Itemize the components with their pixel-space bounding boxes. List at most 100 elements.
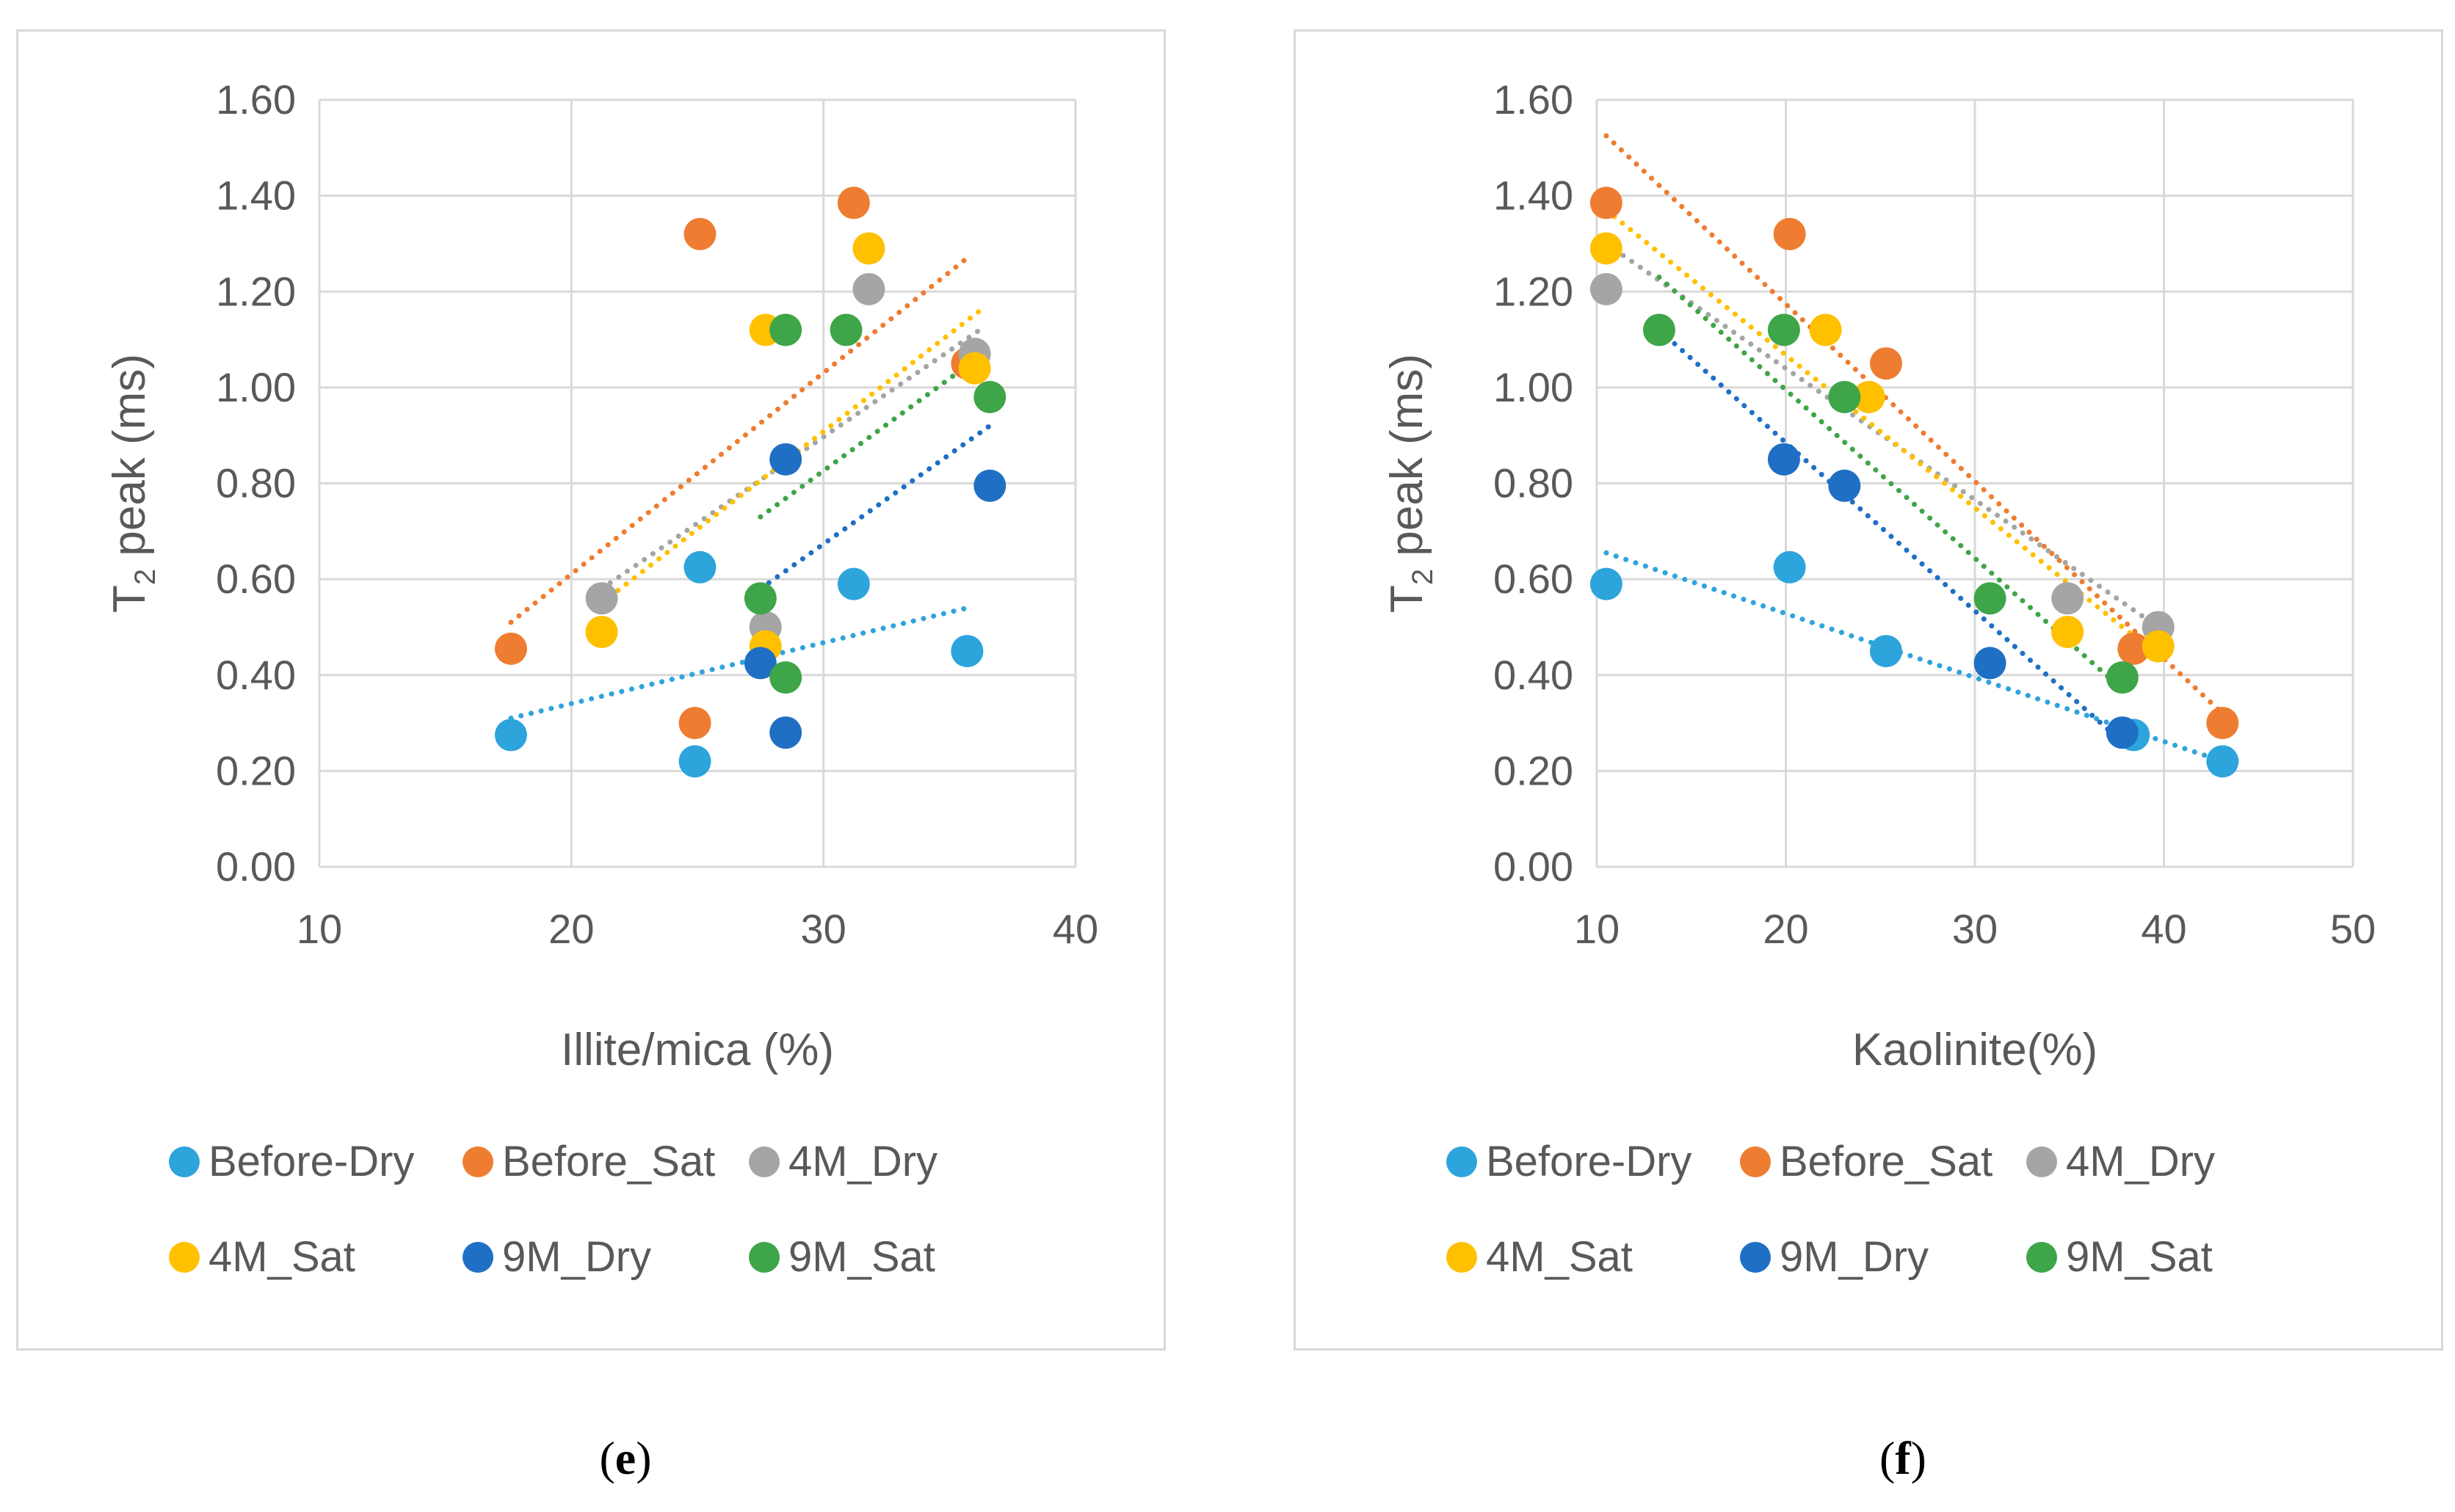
- point-4m-sat: [958, 352, 991, 385]
- trendline-4m-dry: [1603, 241, 2161, 630]
- point-4m-dry: [852, 272, 885, 305]
- series-4m-sat: [585, 232, 991, 663]
- point-before-dry: [1773, 550, 1806, 584]
- point-9m-dry: [1973, 647, 2006, 680]
- legend-marker-9m-dry: [463, 1241, 493, 1273]
- point-9m-sat: [2106, 661, 2139, 694]
- legend-marker-9m-dry: [1740, 1241, 1771, 1273]
- point-9m-dry: [769, 716, 802, 749]
- point-before-sat: [494, 632, 527, 665]
- trendline-before-sat: [1603, 133, 2225, 716]
- point-4m-dry: [1589, 272, 1622, 305]
- x-axis-title: Illite/mica (%): [561, 1025, 834, 1075]
- point-4m-sat: [1589, 232, 1622, 265]
- caption-paren-open: (: [1879, 1432, 1896, 1484]
- point-9m-sat: [830, 313, 863, 346]
- y-tick-label: 0.60: [216, 556, 296, 602]
- y-tick-label: 1.20: [216, 268, 296, 314]
- y-tick-label: 0.20: [1493, 747, 1573, 793]
- point-before-sat: [1773, 217, 1806, 250]
- y-axis-title-main: T: [1382, 585, 1432, 613]
- x-tick-label: 40: [2141, 906, 2186, 952]
- legend-marker-before-sat: [463, 1146, 493, 1177]
- point-4m-dry: [2051, 582, 2084, 615]
- scatter-chart-kaolinite: 0.00 0.20 0.40 0.60 0.80 1.00 1.20 1.40 1.60 10 20…: [1382, 76, 2376, 1075]
- legend-item-9m-dry: 9M_Dry: [1740, 1228, 1929, 1287]
- x-tick-label: 50: [2330, 906, 2376, 952]
- point-before-dry: [951, 635, 984, 668]
- point-before-sat: [2117, 632, 2150, 665]
- point-before-sat: [678, 707, 711, 740]
- legend-row-2: 4M_Sat 9M_Dry 9M_Sat: [18, 1228, 1164, 1287]
- legend-label: 4M_Dry: [788, 1138, 938, 1185]
- point-9m-dry: [744, 647, 777, 680]
- point-4m-sat: [585, 615, 618, 648]
- series-before-sat: [494, 186, 984, 740]
- point-9m-dry: [1767, 443, 1800, 476]
- figure-caption-f: (f): [1830, 1431, 1976, 1486]
- x-tick-label: 20: [1763, 906, 1808, 952]
- trendline-4m-sat: [1603, 207, 2161, 659]
- x-tick-label: 20: [548, 906, 594, 952]
- point-4m-sat: [2051, 615, 2084, 648]
- point-9m-sat: [744, 582, 777, 615]
- x-axis-title: Kaolinite(%): [1852, 1025, 2097, 1075]
- point-9m-sat: [1767, 313, 1800, 346]
- legend-row-1: Before-Dry Before_Sat 4M_Dry: [1296, 1133, 2441, 1191]
- y-tick-label: 0.20: [216, 747, 296, 793]
- legend-label: 9M_Dry: [1780, 1233, 1929, 1281]
- y-tick-label: 1.00: [1493, 364, 1573, 410]
- x-tick-label: 10: [297, 906, 342, 952]
- caption-paren-close: ): [1910, 1432, 1926, 1484]
- y-tick-label: 1.60: [216, 76, 296, 123]
- x-tick-label: 30: [801, 906, 846, 952]
- y-tick-label: 1.40: [216, 172, 296, 219]
- point-9m-sat: [769, 661, 802, 694]
- legend-label: 9M_Sat: [788, 1233, 935, 1281]
- trendline-9m-sat: [758, 346, 993, 520]
- legend-marker-4m-sat: [169, 1241, 200, 1273]
- trendline-9m-dry: [1656, 327, 2125, 745]
- point-9m-dry: [1828, 469, 1861, 502]
- trendline-before-dry: [508, 605, 970, 722]
- legend-label: Before-Dry: [1486, 1138, 1692, 1185]
- series-4m-dry: [1589, 272, 2175, 644]
- series-9m-dry: [1767, 443, 2139, 749]
- y-tick-label: 0.60: [1493, 556, 1573, 602]
- legend-item-9m-dry: 9M_Dry: [463, 1228, 651, 1287]
- legend-marker-4m-sat: [1446, 1241, 1477, 1273]
- point-before-dry: [1589, 567, 1622, 600]
- y-tick-label: 0.80: [1493, 460, 1573, 506]
- point-before-dry: [1869, 635, 1902, 668]
- legend-label: 9M_Dry: [502, 1233, 652, 1281]
- scatter-chart-illite: 0.00 0.20 0.40 0.60 0.80 1.00 1.20 1.40 1.60 10 20…: [104, 76, 1098, 1075]
- point-before-dry: [837, 567, 870, 600]
- point-before-dry: [494, 719, 527, 752]
- series-4m-sat: [1589, 232, 2175, 663]
- legend-label: 4M_Sat: [1486, 1233, 1633, 1281]
- caption-paren-open: (: [599, 1432, 615, 1484]
- series-9m-dry: [744, 443, 1007, 749]
- legend-item-4m-dry: 4M_Dry: [749, 1133, 938, 1191]
- legend-label: 9M_Sat: [2066, 1233, 2213, 1281]
- x-tick-label: 10: [1574, 906, 1620, 952]
- legend-item-4m-sat: 4M_Sat: [1446, 1228, 1633, 1287]
- legend-marker-4m-dry: [749, 1146, 780, 1177]
- y-tick-label: 1.20: [1493, 268, 1573, 314]
- legend-item-before-sat: Before_Sat: [1740, 1133, 1992, 1191]
- point-before-dry: [2206, 745, 2239, 778]
- series-9m-sat: [744, 313, 1007, 694]
- y-axis-title-main: T: [104, 585, 155, 613]
- legend-item-4m-dry: 4M_Dry: [2026, 1133, 2215, 1191]
- point-9m-sat: [973, 380, 1007, 413]
- point-9m-dry: [973, 469, 1007, 502]
- y-tick-label: 1.40: [1493, 172, 1573, 219]
- legend-marker-before-sat: [1740, 1146, 1771, 1177]
- point-before-dry: [678, 745, 711, 778]
- legend-item-9m-sat: 9M_Sat: [749, 1228, 935, 1287]
- point-before-sat: [683, 217, 717, 250]
- y-axis-title-rest: peak (ms): [104, 354, 155, 569]
- y-tick-label: 0.00: [1493, 843, 1573, 890]
- legend-label: Before_Sat: [1780, 1138, 1993, 1185]
- trendline-9m-sat: [1656, 275, 2125, 692]
